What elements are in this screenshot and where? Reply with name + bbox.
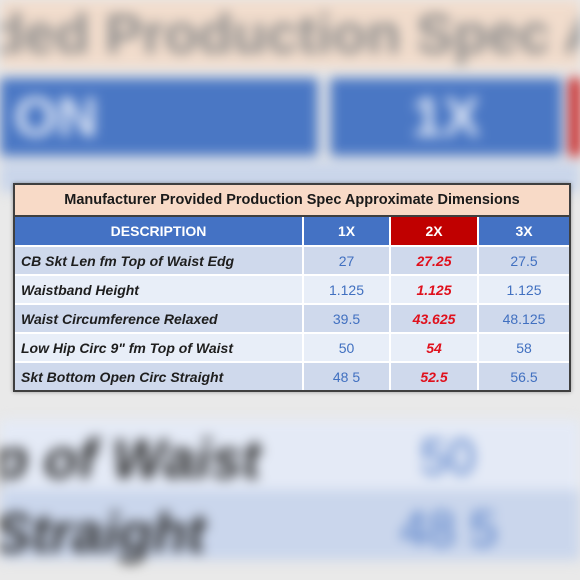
row-label: Waist Circumference Relaxed: [15, 303, 304, 333]
background-row: [0, 420, 580, 490]
background-row: [0, 490, 580, 560]
background-row-value: 50: [420, 429, 476, 485]
value-3x: 56.5: [478, 361, 569, 390]
value-2x: 1.125: [390, 274, 479, 304]
column-header-1x: 1X: [303, 216, 391, 246]
value-2x: 54: [390, 332, 479, 362]
header-row: DESCRIPTION 1X 2X 3X: [15, 216, 569, 246]
spec-table: Manufacturer Provided Production Spec Ap…: [15, 185, 569, 390]
table-row: Skt Bottom Open Circ Straight 48 5 52.5 …: [15, 361, 569, 390]
background-header-description: ON: [0, 78, 318, 156]
row-label: Low Hip Circ 9" fm Top of Waist: [15, 332, 304, 362]
value-2x: 52.5: [390, 361, 479, 390]
background-row-label: p of Waist: [0, 427, 261, 490]
table-title: Manufacturer Provided Production Spec Ap…: [15, 185, 569, 217]
value-1x: 1.125: [303, 274, 391, 304]
column-header-2x: 2X: [390, 216, 479, 246]
background-row-value: 48 5: [400, 501, 498, 557]
background-row-label: Straight: [0, 501, 206, 564]
table-row: Low Hip Circ 9" fm Top of Waist 50 54 58: [15, 332, 569, 362]
value-2x: 27.25: [390, 245, 479, 275]
background-title: ded Production Spec Appro: [0, 0, 580, 68]
value-3x: 27.5: [478, 245, 569, 275]
column-header-description: DESCRIPTION: [15, 216, 304, 246]
table-row: Waistband Height 1.125 1.125 1.125: [15, 274, 569, 304]
value-1x: 27: [303, 245, 391, 275]
table-row: Waist Circumference Relaxed 39.5 43.625 …: [15, 303, 569, 333]
background-header-2x: [570, 78, 580, 156]
value-1x: 39.5: [303, 303, 391, 333]
column-header-3x: 3X: [478, 216, 569, 246]
value-3x: 1.125: [478, 274, 569, 304]
table-row: CB Skt Len fm Top of Waist Edg 27 27.25 …: [15, 245, 569, 275]
row-label: Skt Bottom Open Circ Straight: [15, 361, 304, 390]
value-3x: 58: [478, 332, 569, 362]
value-3x: 48.125: [478, 303, 569, 333]
value-1x: 50: [303, 332, 391, 362]
row-label: CB Skt Len fm Top of Waist Edg: [15, 245, 304, 275]
value-2x: 43.625: [390, 303, 479, 333]
value-1x: 48 5: [303, 361, 391, 390]
background-header-1x: 1X: [330, 78, 562, 156]
row-label: Waistband Height: [15, 274, 304, 304]
spec-table-card: Manufacturer Provided Production Spec Ap…: [13, 183, 571, 392]
